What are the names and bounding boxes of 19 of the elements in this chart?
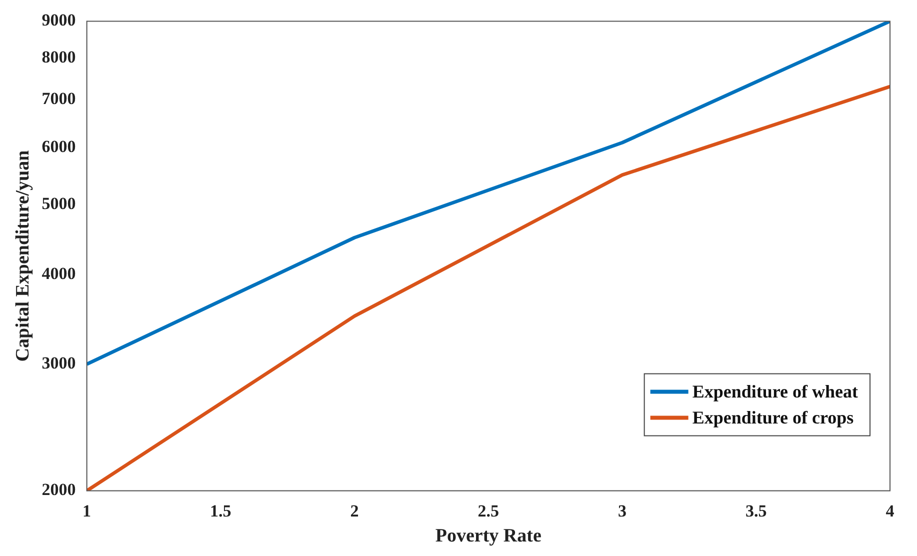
y-tick-label: 7000 xyxy=(42,89,76,108)
x-tick-label: 1 xyxy=(82,501,92,520)
x-tick-label: 3 xyxy=(618,501,627,520)
y-tick-label: 2000 xyxy=(42,480,76,500)
y-tick-label: 8000 xyxy=(42,47,76,66)
y-tick-label: 6000 xyxy=(42,137,76,156)
legend-label: Expenditure of crops xyxy=(692,407,854,428)
y-tick-label: 3000 xyxy=(42,354,76,373)
y-tick-label: 9000 xyxy=(42,10,76,30)
x-axis-title: Poverty Rate xyxy=(435,526,542,547)
y-axis-title: Capital Expenditure/yuan xyxy=(12,150,34,362)
y-tick-label: 4000 xyxy=(42,264,76,283)
x-tick-label: 1.5 xyxy=(210,501,232,520)
x-tick-label: 2.5 xyxy=(478,501,500,520)
y-tick-label: 5000 xyxy=(42,194,76,214)
legend-label: Expenditure of wheat xyxy=(692,381,858,402)
x-tick-label: 3.5 xyxy=(746,501,767,520)
x-tick-label: 2 xyxy=(350,501,359,520)
x-tick-label: 4 xyxy=(886,501,895,520)
